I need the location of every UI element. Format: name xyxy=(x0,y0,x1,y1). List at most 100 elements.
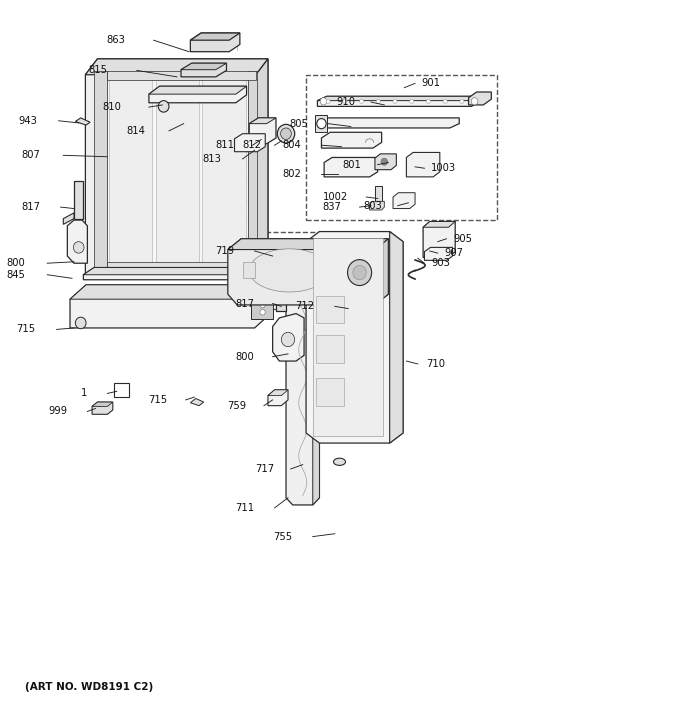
Text: 910: 910 xyxy=(336,97,355,107)
Polygon shape xyxy=(286,268,320,505)
Polygon shape xyxy=(92,402,113,407)
FancyBboxPatch shape xyxy=(313,238,383,436)
Text: 811: 811 xyxy=(216,140,235,150)
Text: 907: 907 xyxy=(445,248,464,258)
Text: 1002: 1002 xyxy=(323,192,348,202)
Circle shape xyxy=(260,288,265,294)
Circle shape xyxy=(443,99,447,104)
Text: 800: 800 xyxy=(236,352,254,362)
Polygon shape xyxy=(469,92,492,105)
Polygon shape xyxy=(424,247,452,260)
Polygon shape xyxy=(181,63,226,70)
Polygon shape xyxy=(84,268,268,280)
Text: 863: 863 xyxy=(107,36,126,45)
Polygon shape xyxy=(149,86,247,103)
Polygon shape xyxy=(423,222,455,227)
FancyBboxPatch shape xyxy=(109,77,152,265)
Circle shape xyxy=(260,302,265,308)
FancyBboxPatch shape xyxy=(316,378,344,406)
Text: 901: 901 xyxy=(422,78,441,88)
Text: 804: 804 xyxy=(283,140,301,150)
Polygon shape xyxy=(114,383,129,397)
Text: 801: 801 xyxy=(343,160,362,170)
Polygon shape xyxy=(94,71,107,270)
Text: 717: 717 xyxy=(256,464,275,474)
Text: 805: 805 xyxy=(289,119,308,128)
Text: 814: 814 xyxy=(126,126,146,136)
Text: 710: 710 xyxy=(426,359,445,369)
FancyBboxPatch shape xyxy=(156,77,199,265)
Polygon shape xyxy=(268,390,288,406)
Polygon shape xyxy=(250,118,276,144)
Text: 715: 715 xyxy=(148,395,168,405)
Polygon shape xyxy=(250,118,276,124)
Polygon shape xyxy=(407,152,440,177)
Text: 807: 807 xyxy=(22,150,41,160)
Polygon shape xyxy=(390,231,403,443)
Text: 812: 812 xyxy=(242,140,261,150)
Polygon shape xyxy=(86,59,268,75)
Polygon shape xyxy=(70,285,271,328)
Circle shape xyxy=(360,99,364,104)
Polygon shape xyxy=(318,96,481,101)
Circle shape xyxy=(158,101,169,112)
Circle shape xyxy=(376,99,380,104)
Text: 837: 837 xyxy=(322,202,341,212)
Text: 1: 1 xyxy=(81,389,88,399)
Polygon shape xyxy=(190,399,204,406)
Circle shape xyxy=(353,265,367,280)
Text: 817: 817 xyxy=(235,299,254,309)
Polygon shape xyxy=(149,86,247,94)
Circle shape xyxy=(260,310,265,315)
Circle shape xyxy=(343,99,347,104)
Polygon shape xyxy=(250,249,330,292)
Polygon shape xyxy=(243,262,254,278)
Circle shape xyxy=(471,98,478,105)
Polygon shape xyxy=(423,222,455,257)
Polygon shape xyxy=(86,59,268,278)
Text: 999: 999 xyxy=(48,407,67,416)
Circle shape xyxy=(73,241,84,253)
Polygon shape xyxy=(256,59,268,278)
Ellipse shape xyxy=(333,458,345,465)
Polygon shape xyxy=(67,220,88,263)
Polygon shape xyxy=(313,273,320,505)
FancyBboxPatch shape xyxy=(107,262,256,270)
Polygon shape xyxy=(70,285,271,299)
Text: (ART NO. WD8191 C2): (ART NO. WD8191 C2) xyxy=(25,682,154,692)
Polygon shape xyxy=(324,157,377,177)
FancyBboxPatch shape xyxy=(107,71,248,270)
Polygon shape xyxy=(322,132,381,148)
Polygon shape xyxy=(375,154,396,170)
Text: 755: 755 xyxy=(273,531,292,542)
FancyBboxPatch shape xyxy=(316,335,344,362)
Text: 903: 903 xyxy=(431,258,450,268)
Polygon shape xyxy=(228,239,388,305)
Text: 943: 943 xyxy=(18,116,37,125)
Text: 712: 712 xyxy=(296,302,315,311)
Text: 817: 817 xyxy=(22,202,41,212)
Circle shape xyxy=(317,119,326,128)
Polygon shape xyxy=(248,71,257,270)
FancyBboxPatch shape xyxy=(107,71,256,80)
Text: 800: 800 xyxy=(6,258,25,268)
Text: 815: 815 xyxy=(88,65,107,75)
Circle shape xyxy=(410,99,413,104)
Polygon shape xyxy=(276,275,286,311)
FancyBboxPatch shape xyxy=(316,296,344,323)
Circle shape xyxy=(381,158,388,165)
Circle shape xyxy=(393,99,397,104)
Polygon shape xyxy=(306,231,403,443)
Circle shape xyxy=(277,125,294,143)
Polygon shape xyxy=(318,118,459,128)
Polygon shape xyxy=(84,268,268,275)
Circle shape xyxy=(460,99,464,104)
Polygon shape xyxy=(273,314,304,361)
Polygon shape xyxy=(190,33,240,40)
Text: 719: 719 xyxy=(216,246,235,256)
Text: 803: 803 xyxy=(363,201,381,211)
Circle shape xyxy=(326,99,330,104)
Text: 845: 845 xyxy=(6,270,25,280)
Polygon shape xyxy=(74,181,84,219)
Polygon shape xyxy=(393,193,415,209)
